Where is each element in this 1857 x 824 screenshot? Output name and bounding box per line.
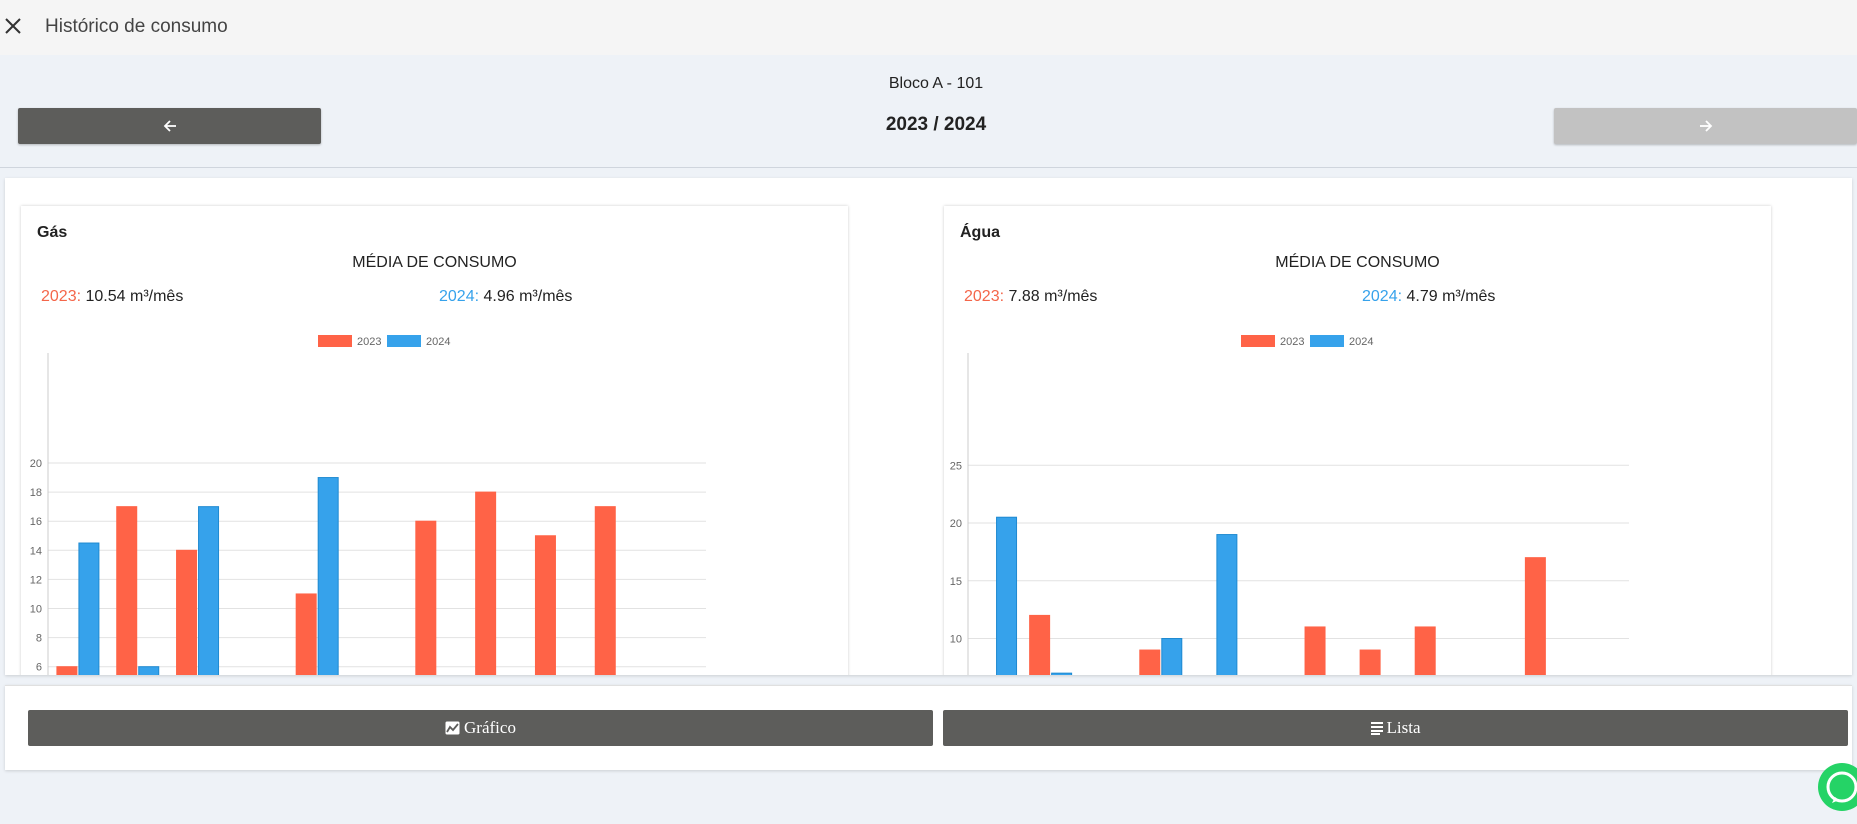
bar-2023-8 bbox=[1359, 649, 1381, 675]
charts-panel: Gás MÉDIA DE CONSUMO 2023: 10.54 m³/mês … bbox=[5, 178, 1852, 675]
chart-legend: 2023 2024 bbox=[318, 335, 450, 348]
bar-2023-2 bbox=[1029, 614, 1051, 675]
bar-2023-10 bbox=[594, 506, 616, 675]
agua-2024-label: 2024: bbox=[1362, 288, 1403, 305]
gas-average-label: MÉDIA DE CONSUMO bbox=[352, 254, 517, 271]
bar-2024-5 bbox=[317, 477, 339, 675]
bar-2024-4 bbox=[1161, 638, 1183, 675]
agua-2024-value: 4.79 m³/mês bbox=[1406, 288, 1496, 305]
list-icon bbox=[1370, 721, 1383, 735]
whatsapp-icon bbox=[1826, 771, 1857, 803]
bar-2023-5 bbox=[295, 593, 317, 675]
bar-2023-7 bbox=[415, 520, 437, 675]
y-tick-label: 20 bbox=[950, 518, 962, 530]
y-tick-label: 14 bbox=[30, 545, 42, 557]
arrow-left-icon bbox=[163, 120, 176, 132]
agua-average-2024: 2024: 4.79 m³/mês bbox=[1362, 288, 1495, 306]
period-label: 2023 / 2024 bbox=[885, 114, 987, 135]
bar-2023-3 bbox=[176, 549, 198, 675]
next-period-button[interactable] bbox=[1554, 108, 1857, 144]
previous-period-button[interactable] bbox=[18, 108, 321, 144]
lista-label: Lista bbox=[1386, 718, 1421, 737]
agua-2023-label: 2023: bbox=[964, 288, 1005, 305]
legend-label-2023: 2023 bbox=[357, 336, 381, 348]
grafico-view-button[interactable]: Gráfico bbox=[28, 710, 933, 746]
close-icon bbox=[5, 18, 21, 34]
y-tick-label: 15 bbox=[950, 576, 962, 588]
bar-2023-9 bbox=[534, 535, 556, 675]
legend-label-2024: 2024 bbox=[426, 336, 450, 348]
bar-2024-5 bbox=[1216, 534, 1238, 675]
agua-2023-value: 7.88 m³/mês bbox=[1008, 288, 1098, 305]
chart-line-icon bbox=[445, 721, 460, 735]
bar-2024-3 bbox=[198, 506, 220, 675]
gas-card: Gás MÉDIA DE CONSUMO 2023: 10.54 m³/mês … bbox=[21, 206, 848, 675]
gas-2023-label: 2023: bbox=[41, 288, 82, 305]
legend-swatch-2023 bbox=[1241, 335, 1275, 347]
bar-2023-1 bbox=[56, 666, 78, 675]
gas-average-2024: 2024: 4.96 m³/mês bbox=[439, 288, 572, 306]
y-tick-label: 25 bbox=[950, 460, 962, 472]
gas-2024-label: 2024: bbox=[439, 288, 480, 305]
bar-2023-8 bbox=[475, 491, 497, 675]
bar-2024-2 bbox=[138, 666, 160, 675]
y-tick-label: 6 bbox=[36, 662, 42, 674]
y-tick-label: 16 bbox=[30, 516, 42, 528]
legend-label-2024: 2024 bbox=[1349, 336, 1373, 348]
arrow-right-icon bbox=[1699, 120, 1712, 132]
bar-2024-1 bbox=[996, 516, 1018, 675]
agua-bar-chart: 20232024510152025 bbox=[950, 335, 1629, 675]
y-tick-label: 8 bbox=[36, 633, 42, 645]
bar-2023-4 bbox=[1139, 649, 1161, 675]
close-button[interactable] bbox=[4, 13, 26, 41]
y-tick-label: 18 bbox=[30, 487, 42, 499]
bar-2023-9 bbox=[1414, 626, 1436, 675]
grafico-label: Gráfico bbox=[464, 718, 516, 737]
legend-swatch-2024 bbox=[1310, 335, 1344, 347]
agua-title: Água bbox=[960, 224, 1000, 241]
y-tick-label: 10 bbox=[950, 634, 962, 646]
gas-average-2023: 2023: 10.54 m³/mês bbox=[41, 288, 183, 306]
y-tick-label: 10 bbox=[30, 604, 42, 616]
bar-2024-1 bbox=[78, 542, 100, 675]
unit-label: Bloco A - 101 bbox=[888, 75, 984, 92]
agua-average-2023: 2023: 7.88 m³/mês bbox=[964, 288, 1097, 306]
gas-2024-value: 4.96 m³/mês bbox=[483, 288, 573, 305]
view-toggle-bar: Gráfico Lista bbox=[5, 685, 1852, 770]
bar-2023-2 bbox=[116, 506, 138, 675]
legend-label-2023: 2023 bbox=[1280, 336, 1304, 348]
legend-swatch-2023 bbox=[318, 335, 352, 347]
agua-card: Água MÉDIA DE CONSUMO 2023: 7.88 m³/mês … bbox=[944, 206, 1771, 675]
chart-legend: 2023 2024 bbox=[1241, 335, 1373, 348]
gas-bar-chart: 202320242468101214161820 bbox=[30, 335, 706, 675]
gas-2023-value: 10.54 m³/mês bbox=[85, 288, 184, 305]
bar-2023-7 bbox=[1304, 626, 1326, 675]
y-tick-label: 20 bbox=[30, 458, 42, 470]
y-tick-label: 12 bbox=[30, 574, 42, 586]
legend-swatch-2024 bbox=[387, 335, 421, 347]
lista-view-button[interactable]: Lista bbox=[943, 710, 1848, 746]
gas-title: Gás bbox=[37, 224, 68, 241]
agua-average-label: MÉDIA DE CONSUMO bbox=[1275, 254, 1440, 271]
bar-2024-2 bbox=[1051, 672, 1073, 675]
period-navigator: Bloco A - 101 2023 / 2024 bbox=[0, 55, 1857, 168]
top-bar: Histórico de consumo bbox=[0, 0, 1857, 55]
page-title: Histórico de consumo bbox=[45, 16, 228, 37]
whatsapp-button[interactable] bbox=[1818, 763, 1857, 811]
bar-2023-11 bbox=[1524, 557, 1546, 675]
